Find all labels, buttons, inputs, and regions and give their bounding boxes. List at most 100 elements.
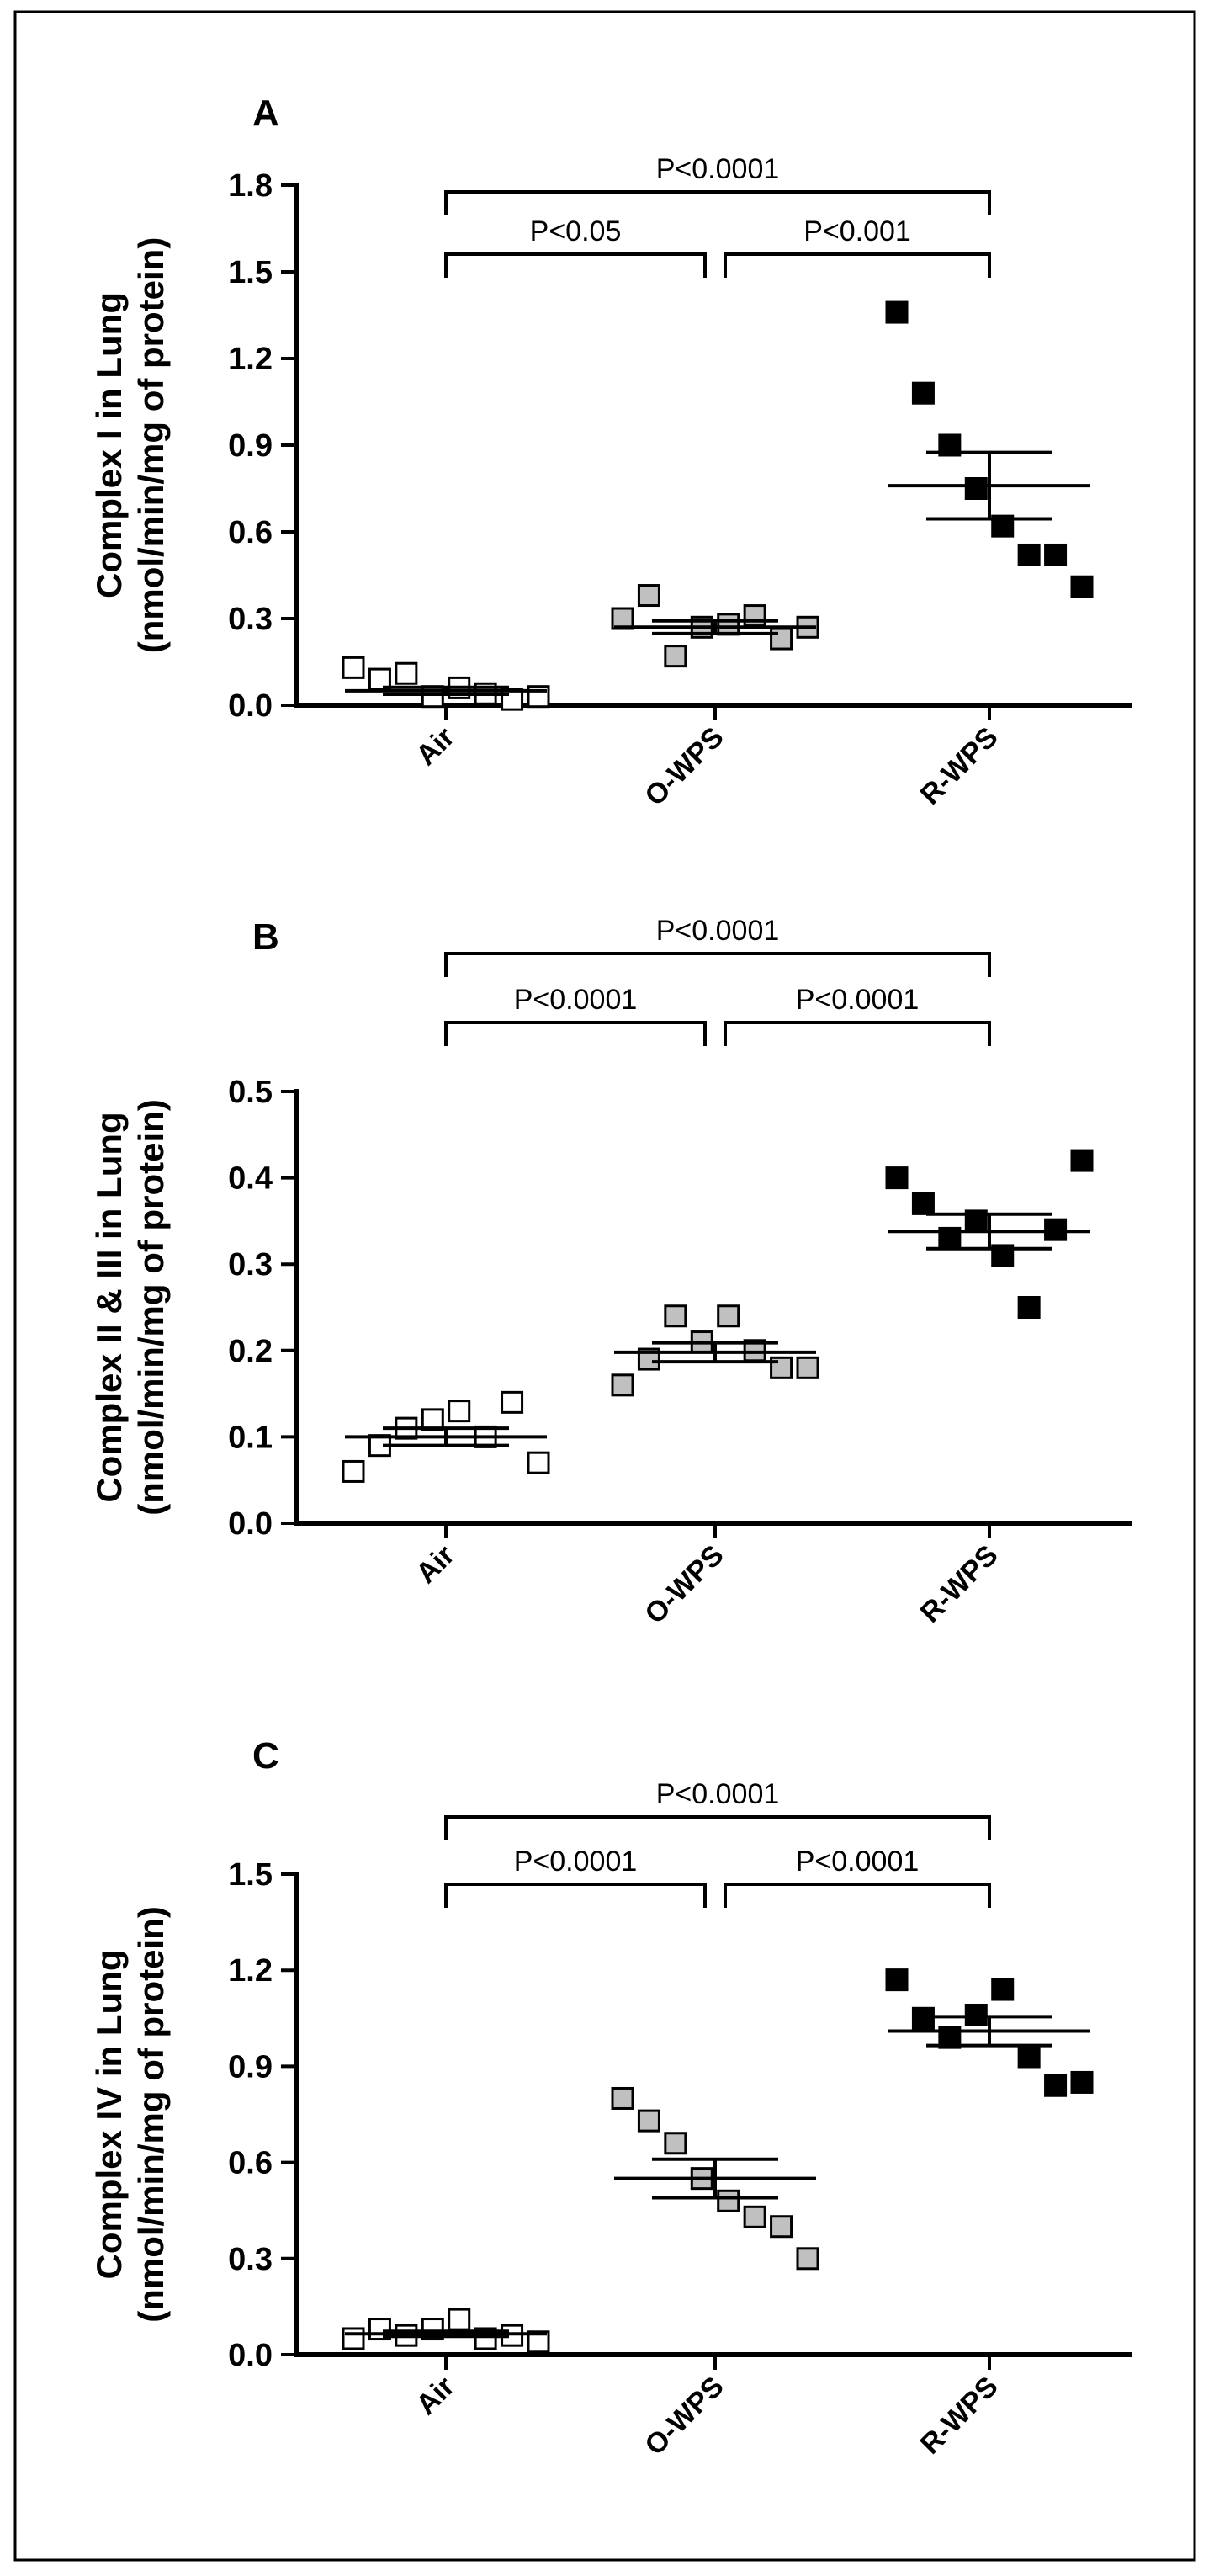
- data-point: [611, 2086, 634, 2110]
- data-point: [664, 2132, 687, 2155]
- data-point: [743, 604, 766, 628]
- significance-bracket: [724, 1021, 991, 1046]
- significance-bracket: [444, 952, 991, 977]
- significance-bracket: [724, 252, 991, 278]
- data-point: [1017, 2045, 1041, 2069]
- data-point: [717, 1304, 740, 1328]
- p-value-label: P<0.0001: [656, 1778, 780, 1810]
- data-point: [991, 1978, 1015, 2001]
- data-point: [448, 2308, 471, 2331]
- y-tick-label: 0.1: [228, 1420, 273, 1455]
- p-value-label: P<0.001: [803, 215, 911, 247]
- panel-c: C 0.0 0.3 0.6 0.9 1.2 1.5 Complex IV in Lung (nm…: [89, 1735, 1132, 2462]
- y-tick-label: 1.2: [228, 342, 273, 377]
- data-point: [1017, 543, 1041, 566]
- y-axis-label: Complex I in Lung: [89, 292, 129, 598]
- panel-a: A 0.0 0.3 0.6 0.9 1.2 1.5 1.8 Complex I in Lung(…: [89, 93, 1132, 812]
- p-value-label: P<0.0001: [796, 1846, 920, 1878]
- p-value-label: P<0.0001: [656, 153, 780, 185]
- y-tick-label: 1.5: [228, 255, 273, 290]
- y-tick-label: 0.3: [228, 2242, 273, 2277]
- y-tick-label: 0.9: [228, 428, 273, 464]
- data-point: [717, 613, 740, 636]
- panel-letter: A: [252, 93, 279, 134]
- significance-bracket: [444, 1815, 991, 1840]
- data-point: [885, 1968, 909, 1992]
- data-point: [911, 381, 935, 405]
- data-point: [664, 645, 687, 668]
- data-point: [1044, 2074, 1068, 2097]
- y-tick-label: 0.5: [228, 1075, 273, 1110]
- data-point: [395, 661, 418, 685]
- data-point: [717, 2189, 740, 2212]
- p-value-label: P<0.05: [530, 215, 622, 247]
- data-point: [1044, 1218, 1068, 1241]
- data-point: [1070, 1149, 1094, 1172]
- y-tick-label: 0.0: [228, 2338, 273, 2373]
- data-point: [1017, 1296, 1041, 1319]
- data-point: [796, 2247, 819, 2271]
- y-tick-label: 0.4: [228, 1161, 273, 1197]
- panel-letter: B: [252, 916, 279, 958]
- data-point: [770, 627, 793, 651]
- y-tick-label: 0.6: [228, 515, 273, 550]
- y-tick-label: 0.3: [228, 1247, 273, 1283]
- significance-bracket: [444, 190, 991, 215]
- data-point: [885, 300, 909, 324]
- x-tick-label: Air: [410, 721, 460, 772]
- y-tick-label: 0.6: [228, 2146, 273, 2181]
- data-point: [1044, 543, 1068, 566]
- data-point: [637, 2109, 660, 2133]
- y-tick-label: 0.0: [228, 688, 273, 724]
- data-point: [770, 2215, 793, 2239]
- x-tick-label: O-WPS: [639, 721, 729, 812]
- x-tick-label: O-WPS: [639, 2371, 729, 2462]
- y-tick-label: 1.5: [228, 1857, 273, 1893]
- y-axis-label-units: (nmol/min/mg of protein): [131, 1099, 171, 1516]
- data-point: [664, 1304, 687, 1328]
- y-tick-label: 1.8: [228, 168, 273, 204]
- panel-letter: C: [252, 1735, 279, 1777]
- data-point: [611, 1373, 634, 1397]
- data-point: [527, 1451, 550, 1474]
- data-point: [342, 656, 365, 679]
- data-point: [448, 1400, 471, 1423]
- data-point: [342, 2327, 365, 2350]
- p-value-label: P<0.0001: [514, 984, 638, 1016]
- data-point: [637, 584, 660, 608]
- x-tick-label: Air: [410, 1539, 460, 1590]
- y-tick-label: 1.2: [228, 1953, 273, 1989]
- panel-b: B 0.0 0.1 0.2 0.3 0.4 0.5 Complex II & III in L…: [89, 915, 1132, 1630]
- data-point: [796, 1356, 819, 1379]
- data-point: [611, 607, 634, 630]
- significance-bracket: [444, 1883, 707, 1908]
- y-tick-label: 0.9: [228, 2049, 273, 2085]
- significance-bracket: [444, 252, 707, 278]
- y-axis-label: Complex II & III in Lung: [89, 1112, 129, 1502]
- x-tick-label: R-WPS: [914, 1539, 1005, 1629]
- p-value-label: P<0.0001: [796, 984, 920, 1016]
- x-tick-label: R-WPS: [914, 721, 1005, 811]
- y-axis-label-units: (nmol/min/mg of protein): [131, 1906, 171, 2323]
- data-point: [1070, 2070, 1094, 2094]
- data-point: [501, 1390, 524, 1414]
- p-value-label: P<0.0001: [656, 915, 780, 947]
- data-point: [964, 477, 988, 500]
- y-axis-label: Complex IV in Lung: [89, 1949, 129, 2279]
- x-tick-label: O-WPS: [639, 1539, 729, 1630]
- y-axis-label-units: (nmol/min/mg of protein): [131, 237, 171, 654]
- y-tick-label: 0.3: [228, 602, 273, 637]
- data-point: [885, 1166, 909, 1190]
- significance-bracket: [724, 1883, 991, 1908]
- data-point: [342, 1459, 365, 1483]
- y-tick-label: 0.2: [228, 1334, 273, 1369]
- x-tick-label: Air: [410, 2371, 460, 2421]
- y-tick-label: 0.0: [228, 1506, 273, 1542]
- figure-border: [13, 10, 1196, 2562]
- x-tick-label: R-WPS: [914, 2371, 1005, 2461]
- data-point: [743, 2205, 766, 2228]
- data-point: [1070, 575, 1094, 598]
- data-point: [911, 1192, 935, 1215]
- significance-bracket: [444, 1021, 707, 1046]
